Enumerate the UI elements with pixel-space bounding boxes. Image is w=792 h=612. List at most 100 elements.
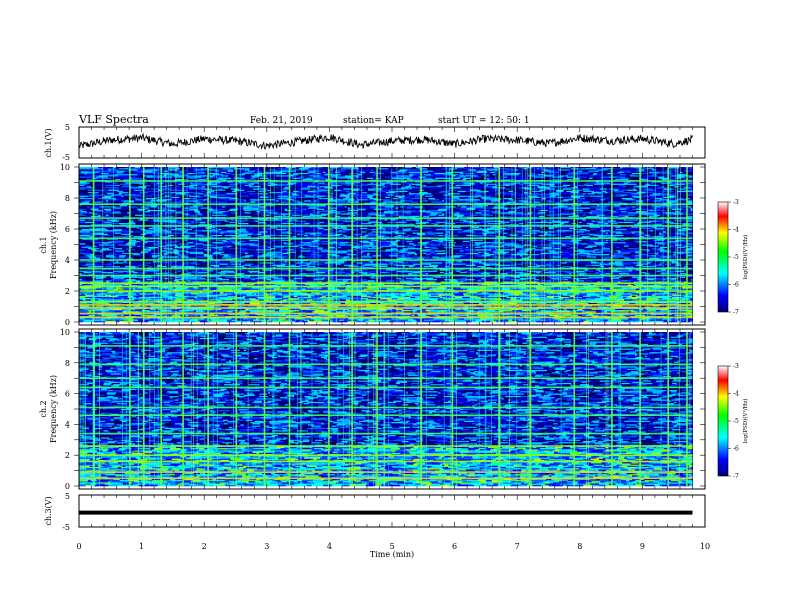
spectrogram-cell (674, 186, 679, 188)
spectrogram-cell (688, 206, 692, 208)
spectrogram-cell (511, 215, 517, 218)
spectrogram-cell (664, 194, 675, 196)
spectrogram-cell (641, 189, 648, 192)
spectrogram-cell (205, 174, 213, 176)
spectrogram-cell (367, 214, 376, 217)
spectrogram-cell (223, 187, 229, 189)
spectrogram-cell (577, 201, 583, 204)
spectrogram-cell (459, 198, 465, 200)
spectrogram-cell (419, 171, 429, 174)
spectrogram-cell (418, 205, 427, 207)
spectrogram-cell (614, 199, 623, 201)
spectrogram-cell (222, 206, 225, 208)
spectrogram-cell (351, 167, 359, 169)
spectrogram-cell (562, 214, 573, 217)
spectrogram-cell (354, 190, 359, 193)
spectrogram-cell (482, 218, 493, 220)
spectrogram-cell (105, 184, 116, 187)
spectrogram-cell (501, 199, 509, 201)
spectrogram-cell (462, 215, 474, 218)
spectrogram-cell (200, 183, 207, 186)
spectrogram-cell (501, 190, 509, 193)
spectrogram-cell (592, 174, 597, 176)
spectrogram-cell (130, 170, 134, 173)
spectrogram-cell (79, 194, 83, 196)
spectrogram-cell (336, 196, 346, 199)
spectrogram-cell (623, 182, 628, 184)
spectrogram-cell (649, 209, 653, 212)
spectrogram-cell (146, 176, 155, 179)
spectrogram-cell (184, 175, 194, 177)
spectrogram-cell (587, 183, 594, 186)
spectrogram-cell (340, 171, 347, 174)
spectrogram-cell (628, 213, 637, 215)
spectrogram-cell (228, 184, 231, 187)
spectrogram-cell (285, 167, 296, 169)
spectrogram-cell (132, 218, 141, 220)
spectrogram-cell (308, 196, 312, 199)
spectrogram-cell (131, 215, 140, 218)
spectrogram-cell (145, 198, 157, 200)
spectrogram-cell (533, 194, 542, 196)
spectrogram-cell (624, 195, 632, 198)
spectrogram-cell (581, 171, 591, 174)
spectrogram-cell (262, 195, 271, 198)
spectrogram-cell (373, 195, 385, 198)
spectrogram-cell (655, 190, 664, 193)
spectrogram-cell (284, 199, 287, 201)
spectrogram-cell (624, 188, 627, 190)
spectrogram-cell (386, 213, 390, 215)
spectrogram-cell (79, 215, 83, 218)
spectrogram-cell (329, 192, 338, 194)
spectrogram-cell (426, 167, 431, 169)
spectrogram-cell (373, 209, 377, 212)
spectrogram-cell (160, 172, 170, 175)
spectrogram-cell (123, 215, 130, 218)
spectrogram-cell (181, 190, 190, 193)
spectrogram-cell (354, 184, 359, 187)
spectrogram-cell (567, 205, 572, 207)
spectrogram-cell (310, 200, 315, 202)
spectrogram-cell (292, 171, 301, 174)
spectrogram-cell (645, 188, 653, 190)
spectrogram-cell (645, 192, 655, 194)
spectrogram-cell (346, 206, 353, 208)
spectrogram-cell (399, 186, 404, 188)
spectrogram-cell (174, 207, 185, 210)
spectrogram-cell (107, 219, 118, 221)
spectrogram-cell (534, 207, 546, 210)
spectrogram-cell (249, 207, 258, 210)
spectrogram-cell (98, 214, 101, 217)
spectrogram-cell (469, 209, 479, 212)
spectrogram-cell (237, 186, 245, 188)
spectrogram-cell (236, 196, 241, 199)
spectrogram-cell (613, 205, 621, 207)
spectrogram-cell (391, 200, 401, 202)
spectrogram-cell (198, 207, 201, 210)
spectrogram-cell (86, 178, 95, 181)
spectrogram-cell (514, 208, 522, 211)
spectrogram-cell (326, 201, 335, 204)
spectrogram-cell (92, 193, 99, 195)
spectrogram-cell (562, 181, 566, 183)
spectrogram-cell (335, 168, 339, 170)
spectrogram-cell (195, 170, 204, 173)
spectrogram-cell (240, 209, 244, 212)
spectrogram-cell (118, 175, 128, 177)
spectrogram-cell (211, 213, 220, 215)
spectrogram-cell (371, 178, 379, 181)
spectrogram-cell (140, 167, 151, 169)
spectrogram-cell (373, 170, 383, 173)
spectrogram-cell (314, 200, 317, 202)
spectrogram-cell (210, 176, 213, 179)
spectrogram-cell (123, 171, 134, 174)
spectrogram-cell (225, 198, 230, 200)
spectrogram-cell (504, 206, 515, 208)
spectrogram-cell (423, 215, 430, 218)
spectrogram-cell (615, 174, 620, 176)
spectrogram-cell (628, 215, 639, 218)
spectrogram-cell (617, 176, 626, 179)
spectrogram-cell (432, 195, 443, 198)
spectrogram-cell (221, 175, 229, 177)
spectrogram-cell (357, 174, 362, 176)
